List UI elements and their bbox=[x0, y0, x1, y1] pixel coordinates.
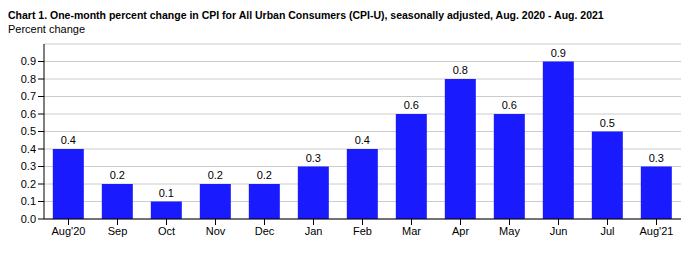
svg-text:Dec: Dec bbox=[255, 225, 275, 237]
svg-text:0.2: 0.2 bbox=[110, 169, 125, 181]
svg-text:0.2: 0.2 bbox=[257, 169, 272, 181]
html-text:Percent change: Percent change bbox=[8, 23, 86, 35]
svg-text:0.5: 0.5 bbox=[21, 125, 36, 137]
svg-text:Jan: Jan bbox=[305, 225, 323, 237]
svg-text:0.1: 0.1 bbox=[159, 187, 174, 199]
svg-text:May: May bbox=[499, 225, 520, 237]
svg-text:0.2: 0.2 bbox=[21, 178, 36, 190]
svg-text:Oct: Oct bbox=[158, 225, 175, 237]
svg-text:Apr: Apr bbox=[452, 225, 469, 237]
svg-text:0.7: 0.7 bbox=[21, 90, 36, 102]
svg-text:0.9: 0.9 bbox=[551, 47, 566, 59]
svg-text:0.2: 0.2 bbox=[208, 169, 223, 181]
svg-text:Aug'21: Aug'21 bbox=[640, 225, 674, 237]
svg-text:Sep: Sep bbox=[108, 225, 128, 237]
svg-text:0.4: 0.4 bbox=[355, 134, 370, 146]
svg-text:0.3: 0.3 bbox=[649, 152, 664, 164]
svg-text:0.6: 0.6 bbox=[404, 99, 419, 111]
svg-text:Feb: Feb bbox=[353, 225, 372, 237]
svg-text:Mar: Mar bbox=[402, 225, 421, 237]
svg-text:0.6: 0.6 bbox=[21, 108, 36, 120]
svg-text:0.3: 0.3 bbox=[21, 160, 36, 172]
svg-text:Nov: Nov bbox=[206, 225, 226, 237]
svg-text:Jul: Jul bbox=[600, 225, 614, 237]
svg-text:0.6: 0.6 bbox=[502, 99, 517, 111]
svg-text:0.1: 0.1 bbox=[21, 195, 36, 207]
svg-text:0.5: 0.5 bbox=[600, 117, 615, 129]
svg-text:Aug'20: Aug'20 bbox=[52, 225, 86, 237]
svg-text:0.9: 0.9 bbox=[21, 55, 36, 67]
svg-text:0.4: 0.4 bbox=[21, 143, 36, 155]
html-text:Chart 1. One-month percent cha: Chart 1. One-month percent change in CPI… bbox=[8, 9, 604, 21]
svg-text:0.8: 0.8 bbox=[21, 73, 36, 85]
svg-text:0.3: 0.3 bbox=[306, 152, 321, 164]
svg-text:Jun: Jun bbox=[550, 225, 568, 237]
svg-text:0.0: 0.0 bbox=[21, 213, 36, 225]
svg-text:0.8: 0.8 bbox=[453, 64, 468, 76]
svg-text:0.4: 0.4 bbox=[61, 134, 76, 146]
